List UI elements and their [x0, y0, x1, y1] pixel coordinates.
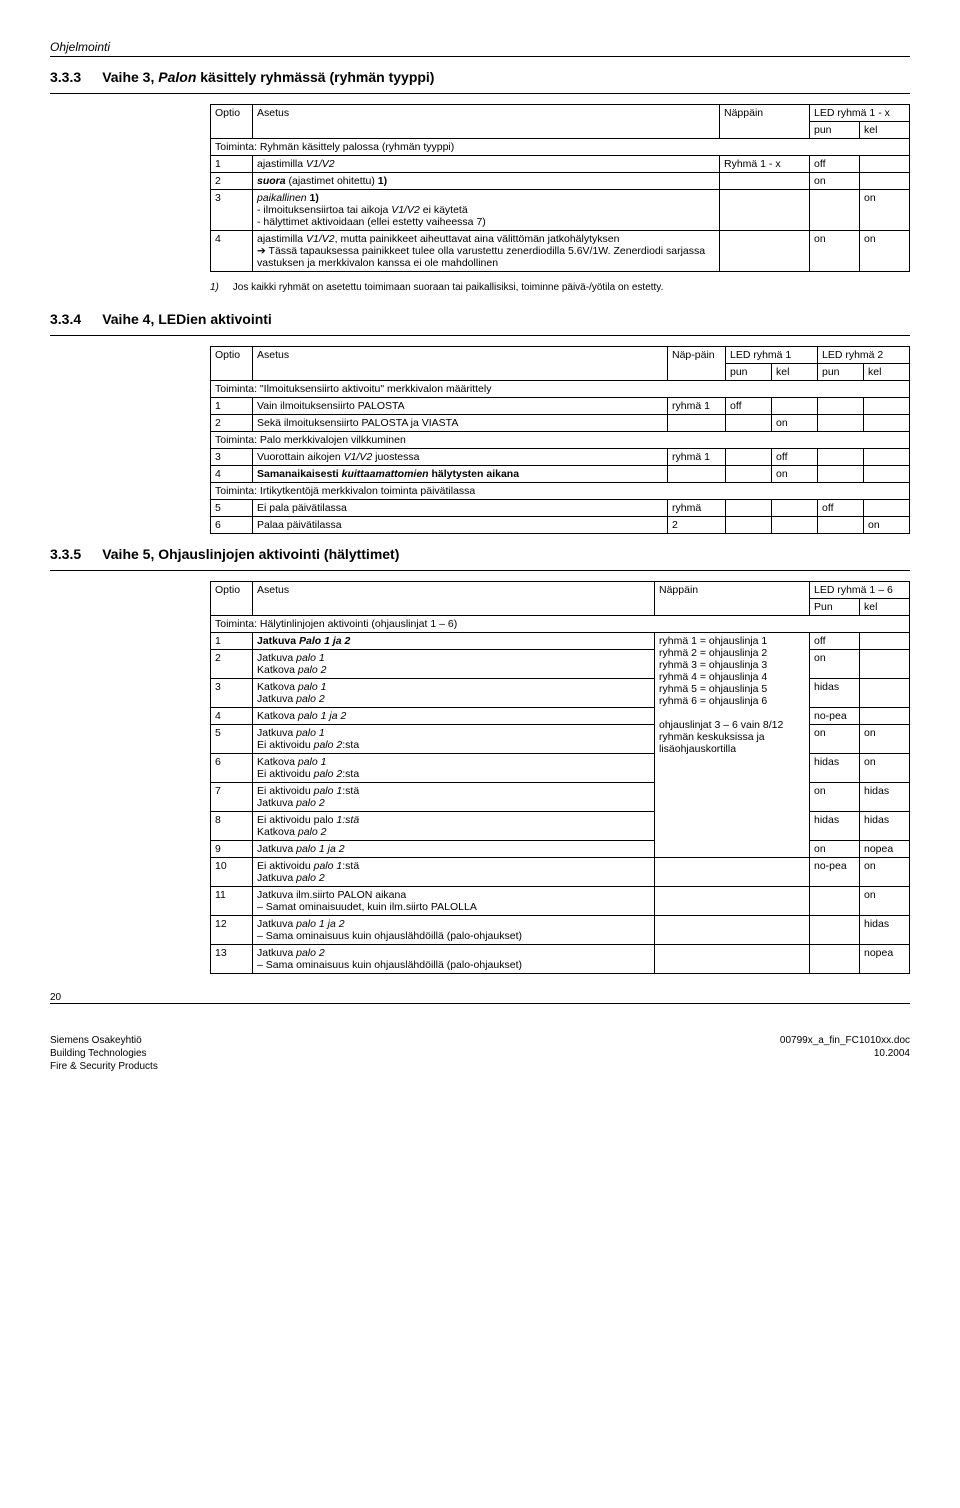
section-rule — [50, 93, 910, 94]
table-row: 2 suora (ajastimet ohitettu) 1) on — [211, 173, 910, 190]
section-333-heading: 3.3.3 Vaihe 3, Palon käsittely ryhmässä … — [50, 69, 910, 85]
table-header: Optio Asetus Näp-päin LED ryhmä 1 LED ry… — [211, 347, 910, 364]
table-row: 11 Jatkuva ilm.siirto PALON aikana– Sama… — [211, 887, 910, 916]
table-row: 13 Jatkuva palo 2– Sama ominaisuus kuin … — [211, 945, 910, 974]
page-header: Ohjelmointi — [50, 40, 910, 54]
table-row: 10 Ei aktivoidu palo 1:stäJatkuva palo 2… — [211, 858, 910, 887]
section-num: 3.3.3 — [50, 69, 81, 85]
table-row: 2 Sekä ilmoituksensiirto PALOSTA ja VIAS… — [211, 415, 910, 432]
table-row: 1 ajastimilla V1/V2 Ryhmä 1 - x off — [211, 156, 910, 173]
table-334: Optio Asetus Näp-päin LED ryhmä 1 LED ry… — [210, 346, 910, 534]
table-action-row: Toiminta: Palo merkkivalojen vilkkuminen — [211, 432, 910, 449]
napp-merged-cell: ryhmä 1 = ohjauslinja 1 ryhmä 2 = ohjaus… — [655, 633, 810, 858]
table-row: 1 Vain ilmoituksensiirto PALOSTA ryhmä 1… — [211, 398, 910, 415]
section-rule — [50, 335, 910, 336]
section-title: Vaihe 3, Palon käsittely ryhmässä (ryhmä… — [102, 69, 434, 85]
table-row: 3 Vuorottain aikojen V1/V2 juostessa ryh… — [211, 449, 910, 466]
footer-left: Siemens Osakeyhtiö Building Technologies… — [50, 1034, 158, 1073]
table-header: Optio Asetus Näppäin LED ryhmä 1 – 6 — [211, 582, 910, 599]
table-row: 1 Jatkuva Palo 1 ja 2 ryhmä 1 = ohjausli… — [211, 633, 910, 650]
header-rule — [50, 56, 910, 57]
table-row: 4 Samanaikaisesti kuittaamattomien hälyt… — [211, 466, 910, 483]
footer-right: 00799x_a_fin_FC1010xx.doc 10.2004 — [780, 1034, 910, 1073]
footer-rule — [50, 1003, 910, 1004]
page-number: 20 — [50, 992, 910, 1003]
table-row: 5 Ei pala päivätilassa ryhmä off — [211, 500, 910, 517]
table-action-row: Toiminta: Irtikytkentöjä merkkivalon toi… — [211, 483, 910, 500]
table-row: 12 Jatkuva palo 1 ja 2– Sama ominaisuus … — [211, 916, 910, 945]
page-footer: Siemens Osakeyhtiö Building Technologies… — [50, 1034, 910, 1073]
table-row: 3 paikallinen 1) - ilmoituksensiirtoa ta… — [211, 190, 910, 231]
table-row: 4 ajastimilla V1/V2, mutta painikkeet ai… — [211, 231, 910, 272]
footnote-333: 1) Jos kaikki ryhmät on asetettu toimima… — [210, 282, 910, 293]
table-row: 6 Palaa päivätilassa 2 on — [211, 517, 910, 534]
section-334-heading: 3.3.4 Vaihe 4, LEDien aktivointi — [50, 311, 910, 327]
table-header: Optio Asetus Näppäin LED ryhmä 1 - x — [211, 105, 910, 122]
section-rule — [50, 570, 910, 571]
table-action-row: Toiminta: Hälytinlinjojen aktivointi (oh… — [211, 616, 910, 633]
table-333: Optio Asetus Näppäin LED ryhmä 1 - x pun… — [210, 104, 910, 272]
table-335: Optio Asetus Näppäin LED ryhmä 1 – 6 Pun… — [210, 581, 910, 974]
section-335-heading: 3.3.5 Vaihe 5, Ohjauslinjojen aktivointi… — [50, 546, 910, 562]
table-action-row: Toiminta: "Ilmoituksensiirto aktivoitu" … — [211, 381, 910, 398]
table-action-row: Toiminta: Ryhmän käsittely palossa (ryhm… — [211, 139, 910, 156]
